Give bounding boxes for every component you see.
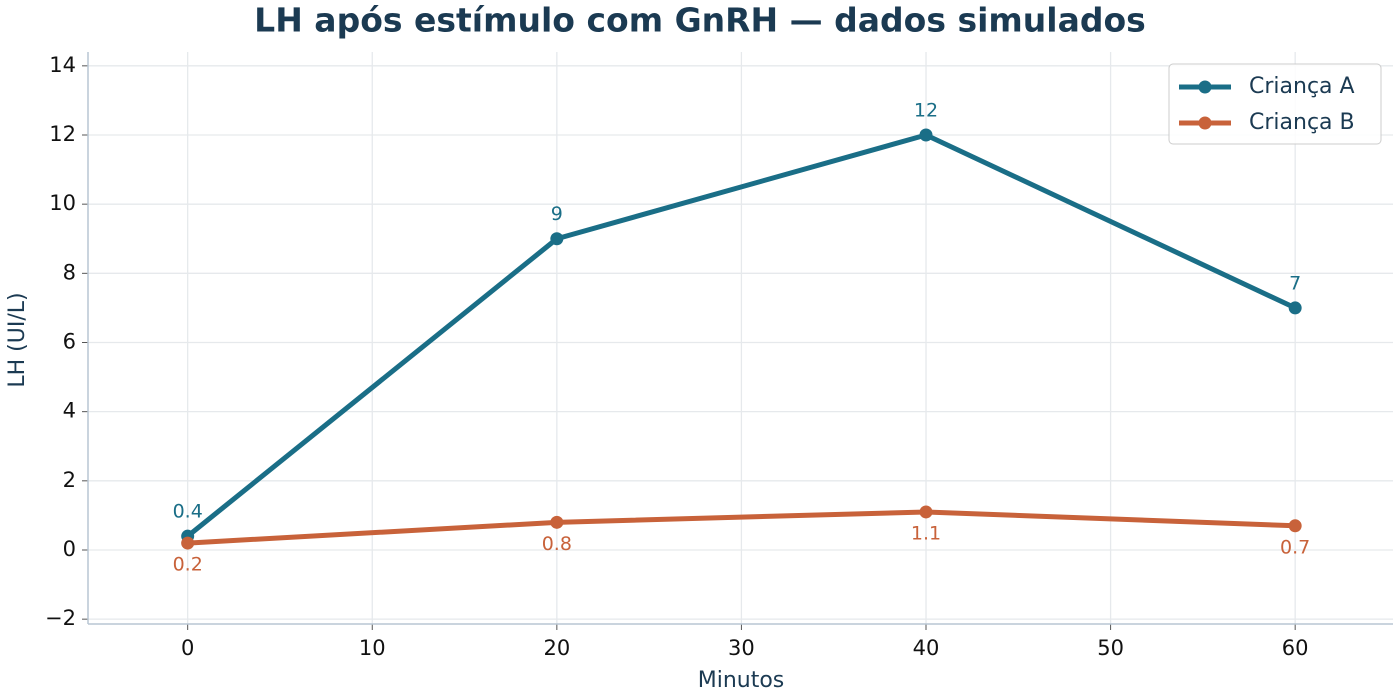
- x-tick-label: 30: [728, 636, 755, 660]
- legend-label: Criança A: [1249, 74, 1355, 99]
- legend: Criança A Criança B: [1168, 63, 1382, 145]
- y-tick-label: −2: [45, 606, 76, 630]
- chart-title: LH após estímulo com GnRH — dados simula…: [254, 1, 1146, 40]
- data-label: 1.1: [911, 522, 941, 544]
- data-label: 12: [914, 99, 938, 121]
- y-tick-label: 2: [63, 468, 76, 492]
- data-point: [1288, 519, 1302, 533]
- y-tick-label: 6: [63, 329, 76, 353]
- data-point: [550, 515, 564, 529]
- y-axis-label: LH (UI/L): [5, 292, 30, 387]
- x-tick-label: 40: [913, 636, 940, 660]
- y-tick-label: 14: [49, 53, 76, 77]
- data-point: [919, 505, 933, 519]
- series-line: [186, 132, 1297, 539]
- series-line: [187, 509, 1296, 546]
- x-tick-label: 0: [181, 636, 194, 660]
- data-label: 0.8: [542, 533, 572, 555]
- y-tick-label: 12: [49, 122, 76, 146]
- x-tick-label: 20: [543, 636, 570, 660]
- legend-label: Criança B: [1249, 110, 1355, 135]
- y-tick-label: 4: [63, 399, 76, 423]
- data-label: 0.4: [173, 501, 203, 523]
- data-label: 9: [551, 203, 563, 225]
- data-point: [181, 536, 195, 550]
- data-point: [919, 128, 933, 142]
- data-label: 7: [1289, 272, 1301, 294]
- legend-marker: [1198, 116, 1212, 130]
- y-tick-label: 10: [49, 191, 76, 215]
- x-tick-label: 50: [1097, 636, 1124, 660]
- data-label: 0.2: [173, 554, 203, 576]
- data-point: [1288, 301, 1302, 315]
- y-tick-label: 8: [63, 260, 76, 284]
- x-tick-label: 10: [359, 636, 386, 660]
- data-point: [550, 232, 564, 246]
- data-label: 0.7: [1280, 536, 1310, 558]
- x-tick-label: 60: [1282, 636, 1309, 660]
- legend-marker: [1198, 80, 1212, 94]
- x-axis-label: Minutos: [698, 668, 785, 693]
- y-tick-label: 0: [63, 537, 76, 561]
